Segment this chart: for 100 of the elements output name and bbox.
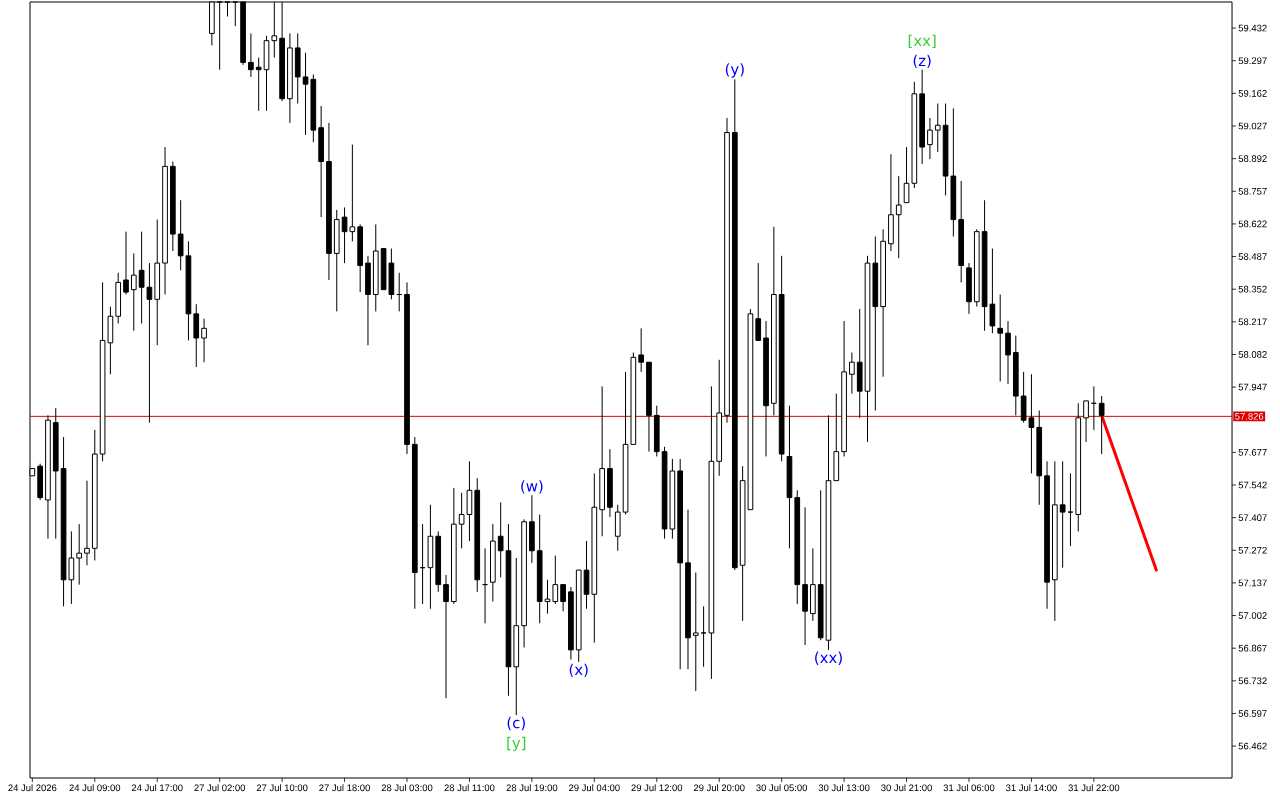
y-tick-label: 58.487 (1238, 253, 1267, 260)
candlestick (411, 436, 418, 610)
annotation: (y) (725, 63, 744, 78)
candlestick (248, 32, 254, 78)
y-tick-label: 58.352 (1238, 285, 1267, 293)
candlestick (1059, 460, 1066, 569)
x-tick-label: 24 Jul 2026 (8, 784, 57, 792)
candlestick (997, 294, 1004, 383)
candlestick (973, 228, 980, 308)
x-tick-label: 27 Jul 18:00 (319, 784, 370, 792)
candlestick (786, 405, 793, 549)
annotation: (x) (569, 663, 588, 677)
y-tick-label: 59.297 (1238, 57, 1267, 65)
candlestick (934, 103, 941, 153)
candlestick (130, 252, 137, 332)
y-tick-label: 58.892 (1238, 155, 1267, 162)
y-tick-label: 56.732 (1238, 677, 1267, 685)
candlestick (599, 385, 605, 537)
candlestick (966, 262, 972, 315)
candlestick (372, 223, 379, 312)
y-tick-label: 58.217 (1238, 318, 1267, 326)
candlestick (513, 557, 520, 716)
x-tick-label: 27 Jul 10:00 (256, 784, 308, 792)
y-tick-label: 57.677 (1238, 449, 1267, 456)
y-tick-label: 57.002 (1238, 612, 1267, 619)
candlestick (849, 352, 855, 395)
candlestick (700, 605, 707, 668)
candlestick (326, 122, 332, 281)
y-tick-label: 56.462 (1238, 742, 1267, 750)
candlestick (52, 407, 59, 540)
candlestick (435, 530, 442, 593)
x-tick-label: 28 Jul 11:00 (444, 784, 495, 792)
candlestick (888, 153, 894, 252)
y-tick-label: 56.597 (1238, 710, 1267, 717)
candlestick (802, 506, 808, 646)
candlestick (193, 303, 200, 368)
candlestick (607, 448, 613, 518)
x-tick-label: 27 Jul 02:00 (194, 784, 246, 792)
candlestick (1098, 395, 1105, 455)
y-tick-label: 59.432 (1238, 24, 1267, 32)
x-tick-label: 24 Jul 09:00 (69, 784, 121, 792)
candlestick (365, 255, 371, 346)
candlestick (294, 32, 301, 105)
x-tick-label: 24 Jul 17:00 (131, 784, 183, 792)
candlestick (880, 228, 886, 378)
candlestick (841, 320, 847, 457)
candlestick (638, 327, 644, 373)
candlestick (1005, 320, 1011, 385)
y-tick-label: 58.082 (1238, 351, 1267, 358)
y-tick-label: 57.272 (1238, 546, 1267, 554)
candlestick (123, 231, 129, 295)
candlestick (677, 458, 684, 670)
x-tick-label: 28 Jul 03:00 (381, 784, 433, 792)
annotation: [xx] (908, 34, 936, 48)
candlestick (568, 586, 574, 661)
candlestick (201, 318, 207, 363)
annotation: (c) (507, 716, 525, 731)
candlestick (427, 504, 434, 610)
candlestick (115, 272, 122, 325)
x-tick-label: 29 Jul 12:00 (631, 784, 683, 792)
x-tick-label: 31 Jul 22:00 (1068, 784, 1120, 792)
x-tick-label: 31 Jul 06:00 (943, 784, 995, 792)
candlestick (763, 320, 769, 457)
x-tick-label: 29 Jul 20:00 (693, 784, 745, 792)
candlestick (45, 414, 51, 540)
candlestick (895, 175, 902, 259)
candlestick (708, 385, 715, 680)
candlestick (91, 429, 98, 561)
candlestick (1012, 335, 1019, 416)
x-tick-label: 28 Jul 19:00 (506, 784, 558, 792)
candlestick (856, 308, 863, 419)
candlestick (794, 489, 801, 605)
candlestick (685, 509, 691, 670)
candlestick (958, 180, 965, 283)
candlestick (692, 572, 699, 692)
y-tick-label: 57.947 (1238, 383, 1267, 391)
candlestick (474, 477, 481, 593)
y-tick-label: 58.757 (1238, 187, 1267, 195)
candlestick (724, 117, 730, 424)
x-tick-label: 30 Jul 13:00 (818, 784, 870, 792)
candlestick (255, 57, 262, 112)
candlestick (771, 226, 777, 416)
candlestick (37, 463, 43, 501)
candlestick (810, 547, 816, 622)
candlestick (919, 69, 925, 165)
x-tick-label: 31 Jul 14:00 (1005, 784, 1057, 792)
candlestick (1067, 472, 1074, 547)
annotation: [y] (507, 736, 526, 752)
candlestick (450, 487, 457, 605)
annotation: (z) (913, 54, 931, 68)
candlestick (731, 78, 738, 571)
y-tick-label: 57.137 (1238, 579, 1267, 587)
candlestick (529, 494, 535, 564)
x-tick-label: 30 Jul 21:00 (881, 784, 932, 792)
x-tick-label: 29 Jul 04:00 (569, 784, 620, 792)
candlestick (76, 523, 83, 586)
candlestick (357, 223, 364, 293)
annotation: (xx) (815, 651, 842, 665)
candlestick (1052, 460, 1058, 622)
candlestick (490, 523, 496, 603)
